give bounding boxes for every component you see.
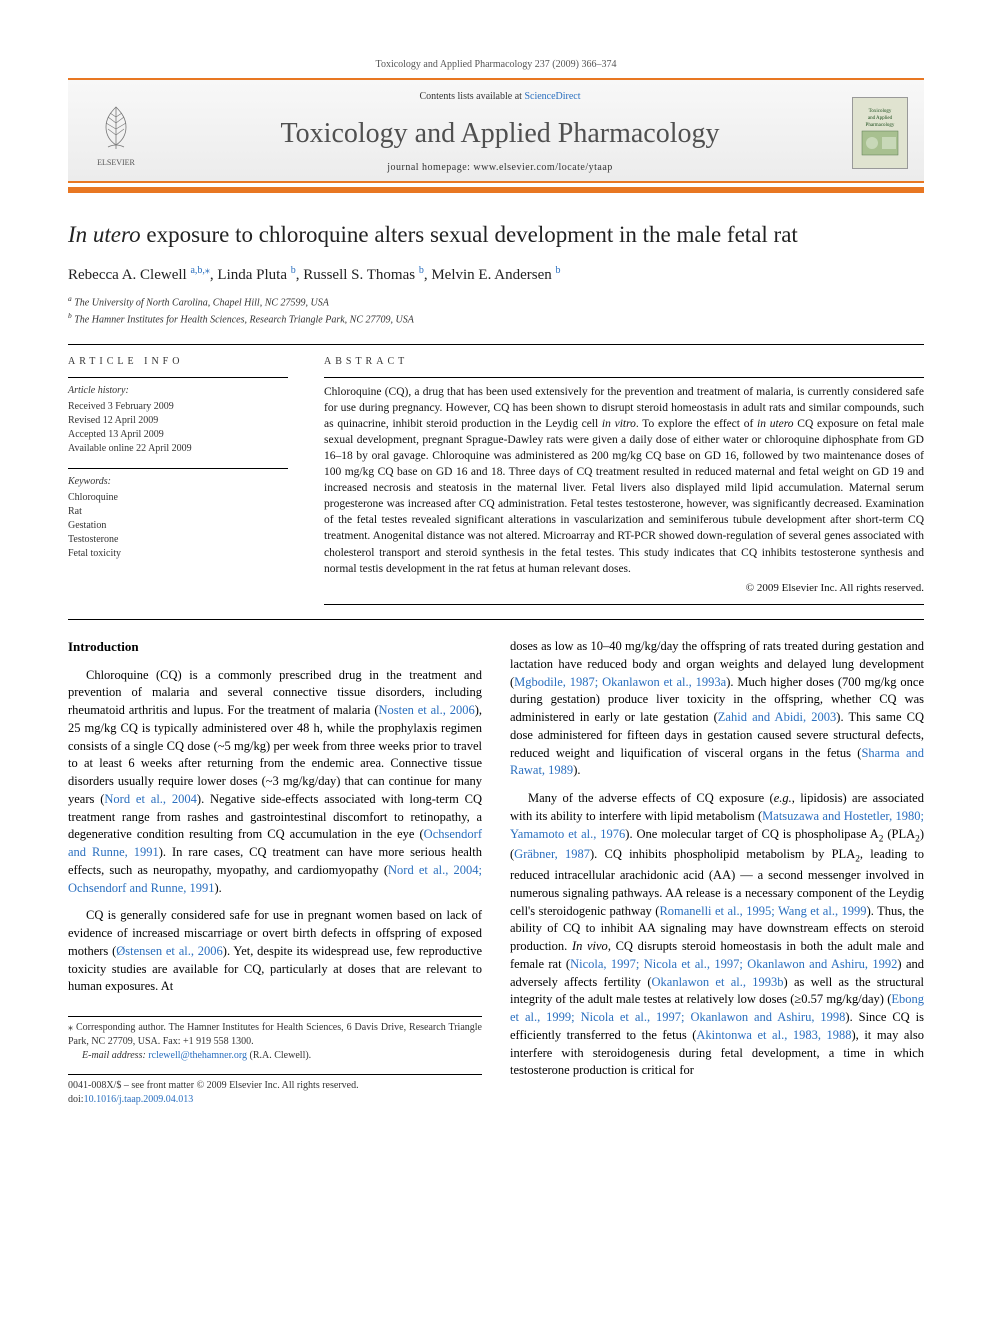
keyword: Rat [68,505,288,519]
issn-line: 0041-008X/$ – see front matter © 2009 El… [68,1079,482,1093]
cover-art-icon [860,129,900,157]
journal-cover-thumb: Toxicology and Applied Pharmacology [852,97,908,169]
body-paragraph: Chloroquine (CQ) is a commonly prescribe… [68,667,482,898]
history-item: Received 3 February 2009 [68,400,288,414]
keywords-label: Keywords: [68,475,288,489]
citation-link[interactable]: Okanlawon et al., 1993b [652,975,784,989]
article-info: ARTICLE INFO Article history: Received 3… [68,355,288,606]
doi-link[interactable]: 10.1016/j.taap.2009.04.013 [84,1094,194,1105]
divider [68,344,924,345]
journal-header: ELSEVIER Contents lists available at Sci… [68,78,924,183]
citation-line: Toxicology and Applied Pharmacology 237 … [68,58,924,72]
body-paragraph: CQ is generally considered safe for use … [68,907,482,996]
article-title: In utero exposure to chloroquine alters … [68,221,924,250]
keyword: Gestation [68,519,288,533]
author-3: Russell S. Thomas b [303,267,424,283]
citation-link[interactable]: Gräbner, 1987 [514,847,590,861]
author-2: Linda Pluta b [217,267,295,283]
section-heading: Introduction [68,638,482,656]
author-4: Melvin E. Andersen b [431,267,560,283]
history-label: Article history: [68,384,288,398]
sciencedirect-link[interactable]: ScienceDirect [524,91,580,102]
citation-link[interactable]: Nord et al., 2004 [104,792,197,806]
email-suffix: (R.A. Clewell). [250,1050,312,1061]
keyword: Chloroquine [68,491,288,505]
contents-line: Contents lists available at ScienceDirec… [148,90,852,104]
author-1: Rebecca A. Clewell a,b,⁎ [68,267,210,283]
keyword: Fetal toxicity [68,547,288,561]
affiliations: a The University of North Carolina, Chap… [68,294,924,328]
journal-title: Toxicology and Applied Pharmacology [148,114,852,153]
abstract-heading: ABSTRACT [324,355,924,369]
divider [68,619,924,620]
homepage-line: journal homepage: www.elsevier.com/locat… [148,161,852,175]
body-paragraph: Many of the adverse effects of CQ exposu… [510,790,924,1080]
copyright: © 2009 Elsevier Inc. All rights reserved… [324,581,924,596]
history-item: Accepted 13 April 2009 [68,428,288,442]
abstract-text: Chloroquine (CQ), a drug that has been u… [324,384,924,577]
citation-link[interactable]: Østensen et al., 2006 [116,944,223,958]
email-link[interactable]: rclewell@thehamner.org [148,1050,247,1061]
abstract: ABSTRACT Chloroquine (CQ), a drug that h… [324,355,924,606]
history-item: Available online 22 April 2009 [68,442,288,456]
citation-link[interactable]: Akintonwa et al., 1983, 1988 [696,1028,851,1042]
citation-link[interactable]: Romanelli et al., 1995; Wang et al., 199… [659,904,866,918]
keyword: Testosterone [68,533,288,547]
body-paragraph: doses as low as 10–40 mg/kg/day the offs… [510,638,924,780]
history-item: Revised 12 April 2009 [68,414,288,428]
footnotes: ⁎ Corresponding author. The Hamner Insti… [68,1016,482,1064]
bottom-meta: 0041-008X/$ – see front matter © 2009 El… [68,1074,482,1107]
email-label: E-mail address: [82,1050,146,1061]
authors: Rebecca A. Clewell a,b,⁎, Linda Pluta b,… [68,264,924,286]
citation-link[interactable]: Zahid and Abidi, 2003 [718,710,837,724]
article-info-heading: ARTICLE INFO [68,355,288,369]
publisher-label: ELSEVIER [97,157,135,168]
orange-divider [68,187,924,193]
citation-link[interactable]: Nosten et al., 2006 [378,703,474,717]
citation-link[interactable]: Mgbodile, 1987; Okanlawon et al., 1993a [514,675,726,689]
right-column: doses as low as 10–40 mg/kg/day the offs… [510,638,924,1107]
elsevier-tree-icon [92,101,140,155]
elsevier-logo: ELSEVIER [84,97,148,169]
homepage-url[interactable]: www.elsevier.com/locate/ytaap [473,162,612,173]
corresponding-author: ⁎ Corresponding author. The Hamner Insti… [68,1021,482,1049]
citation-link[interactable]: Nicola, 1997; Nicola et al., 1997; Okanl… [570,957,897,971]
left-column: Introduction Chloroquine (CQ) is a commo… [68,638,482,1107]
